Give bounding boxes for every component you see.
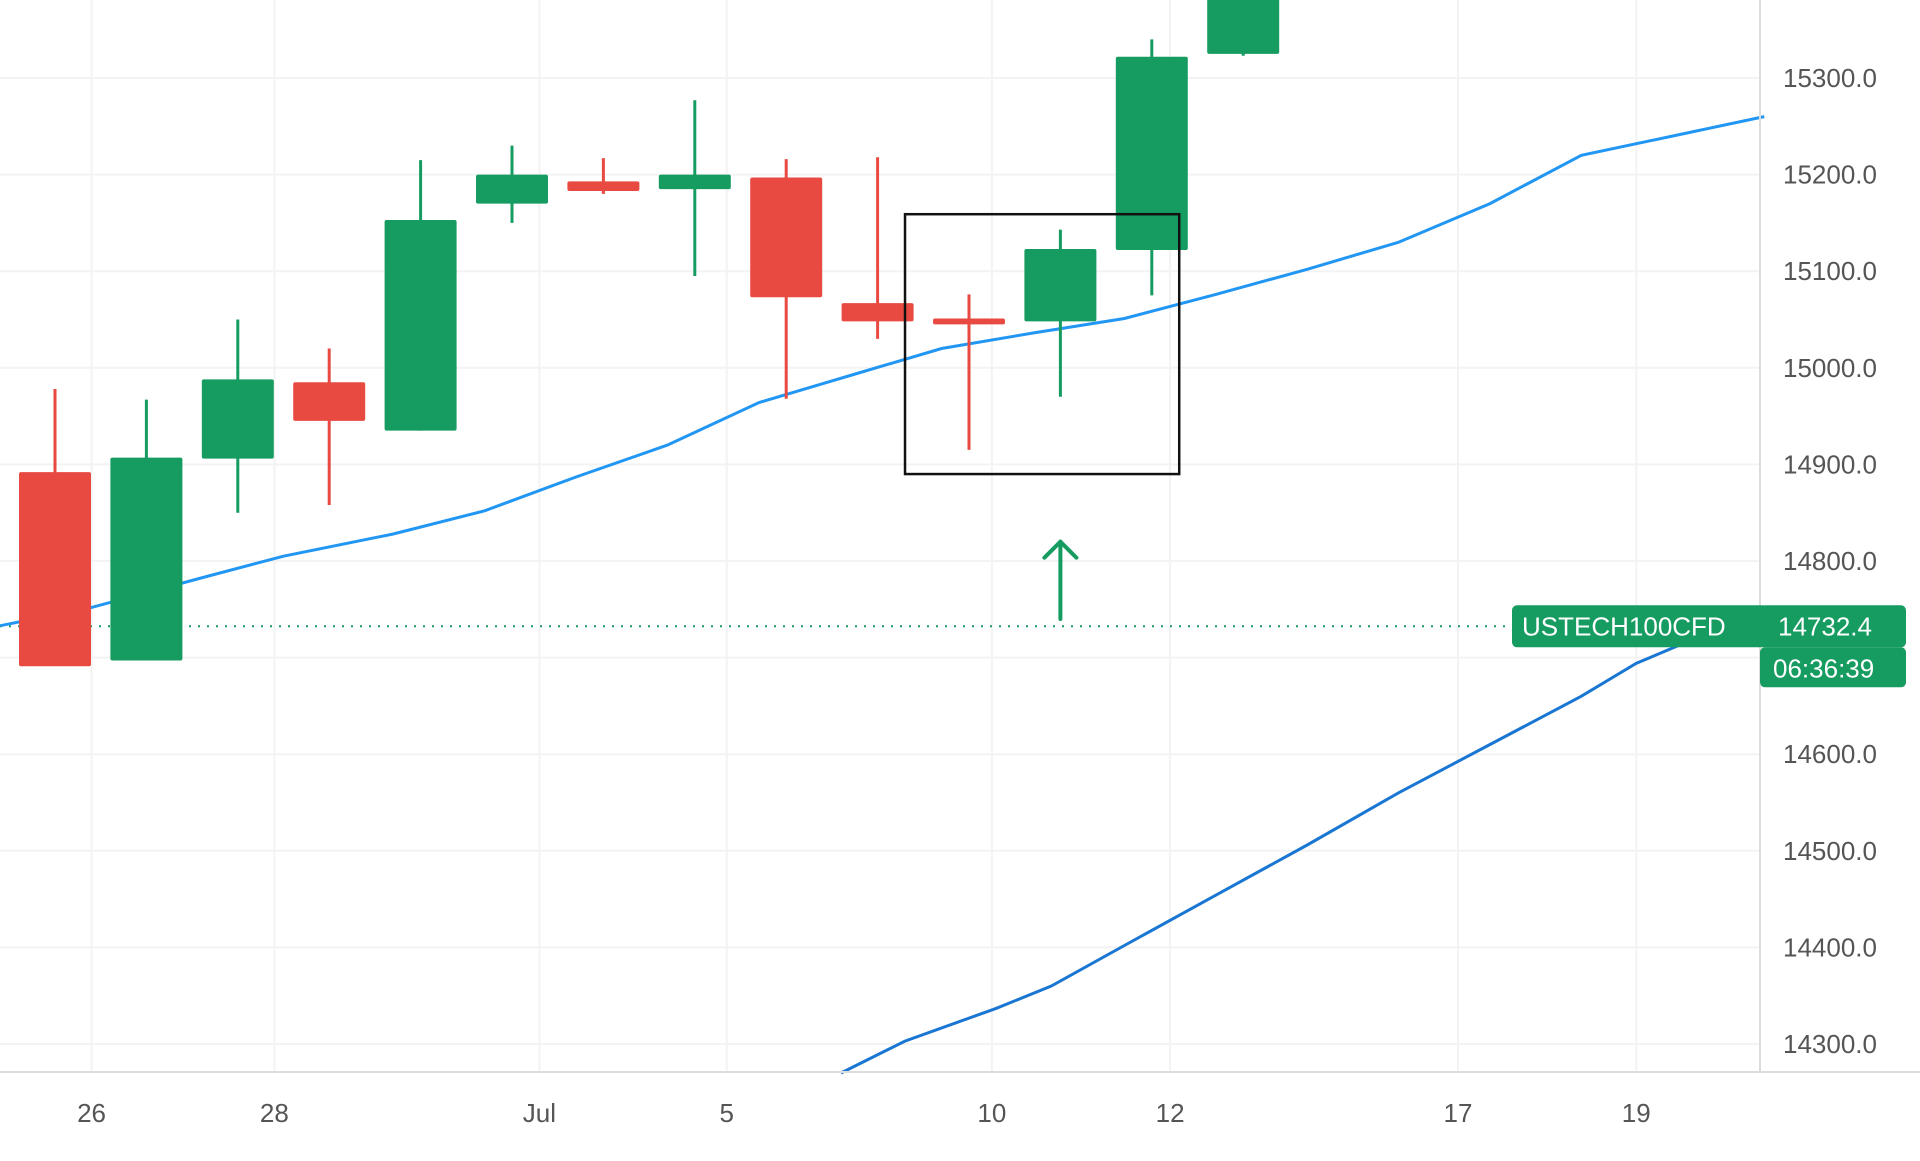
y-tick-label: 14400.0 (1783, 932, 1877, 962)
candle-body (19, 472, 91, 667)
candles-layer (19, 0, 1280, 667)
y-tick-label: 15200.0 (1783, 160, 1877, 190)
x-tick-label: 10 (977, 1098, 1006, 1128)
x-tick-label: Jul (523, 1098, 556, 1128)
bullish-candle (658, 100, 731, 277)
candle-body (201, 379, 274, 459)
x-tick-label: 12 (1156, 1098, 1185, 1128)
candle-body (750, 177, 823, 298)
candle-body (841, 303, 914, 322)
bullish-candle (1115, 39, 1188, 296)
moving-average-line-1 (0, 115, 1765, 628)
candle-body (476, 174, 548, 204)
candle-body (384, 220, 457, 431)
bearish-candle (19, 389, 91, 667)
price-label-layer: USTECH100CFD 14732.4 06:36:39 (1512, 605, 1906, 688)
moving-average-line-2 (840, 607, 1765, 1075)
candle-body (110, 457, 183, 661)
moving-average-layer (0, 115, 1765, 1075)
symbol-label-background (1512, 605, 1768, 648)
bearish-candle (567, 158, 640, 194)
arrow-head (1042, 539, 1079, 560)
candle-body (1207, 0, 1280, 54)
x-tick-label: 5 (720, 1098, 734, 1128)
bearish-candle (841, 157, 914, 339)
y-tick-label: 14900.0 (1783, 449, 1877, 479)
bullish-candle (1207, 0, 1280, 56)
highlight-box (903, 212, 1181, 476)
bearish-candle (293, 348, 366, 505)
bullish-candle (110, 399, 183, 661)
candle-body (1024, 248, 1097, 322)
x-tick-label: 19 (1622, 1098, 1651, 1128)
countdown-label: 06:36:39 (1773, 653, 1874, 683)
symbol-label: USTECH100CFD (1522, 611, 1726, 641)
bullish-candle (476, 145, 548, 223)
x-tick-label: 26 (77, 1098, 106, 1128)
candle-body (293, 382, 366, 421)
y-tick-label: 14600.0 (1783, 739, 1877, 769)
x-tick-label: 17 (1444, 1098, 1473, 1128)
last-price-label-background (1760, 605, 1906, 648)
y-tick-label: 14300.0 (1783, 1029, 1877, 1059)
axes-layer: 14300.0 14400.0 14500.0 14600.0 14800.0 14900… (0, 0, 1920, 1128)
bearish-candle (933, 294, 1005, 450)
x-tick-label: 28 (260, 1098, 289, 1128)
countdown-label-background (1760, 647, 1906, 688)
y-tick-label: 15100.0 (1783, 256, 1877, 286)
last-price-label: 14732.4 (1778, 611, 1872, 641)
bearish-candle (750, 159, 823, 399)
y-tick-label: 15000.0 (1783, 353, 1877, 383)
candle-body (1115, 56, 1188, 250)
y-tick-label: 14800.0 (1783, 546, 1877, 576)
up-arrow-icon (1042, 539, 1079, 621)
candle-body (567, 181, 640, 192)
y-tick-label: 15300.0 (1783, 63, 1877, 93)
candle-body (658, 174, 731, 190)
candle-body (933, 318, 1005, 325)
bullish-candle (201, 319, 274, 513)
grid-layer (0, 0, 1760, 1072)
annotations-layer (903, 212, 1181, 621)
bullish-candle (1024, 229, 1097, 397)
y-tick-label: 14500.0 (1783, 836, 1877, 866)
bullish-candle (384, 160, 457, 431)
